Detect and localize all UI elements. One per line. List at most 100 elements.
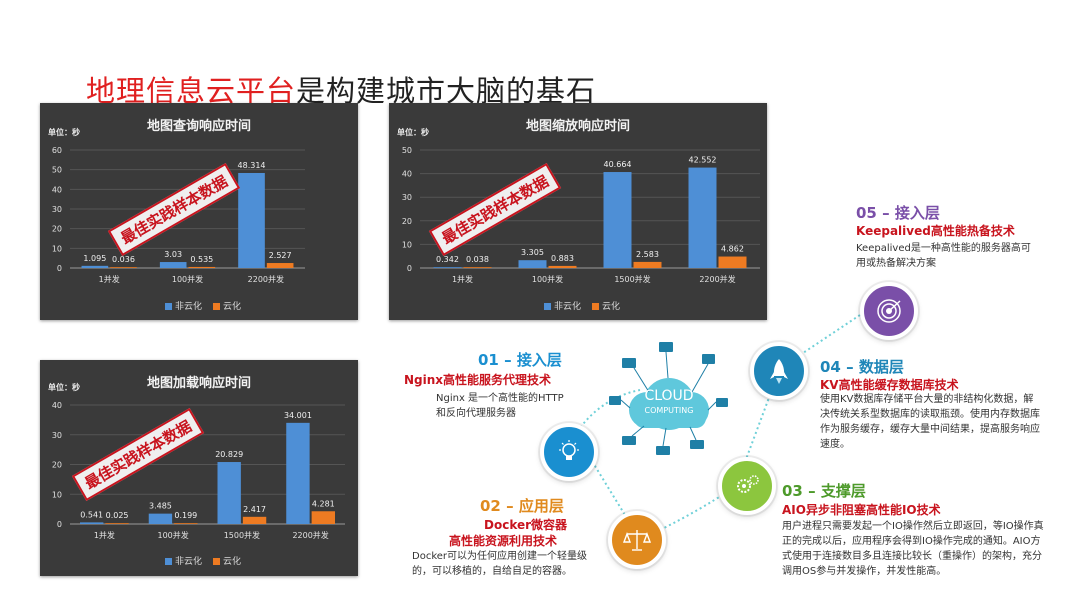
node-support-layer bbox=[718, 457, 776, 515]
bar-non-cloud bbox=[238, 172, 265, 268]
balance-scale-icon bbox=[623, 530, 651, 551]
bar-non-cloud bbox=[286, 422, 310, 524]
data-label: 20.829 bbox=[215, 450, 243, 459]
y-tick-label: 30 bbox=[52, 431, 62, 440]
y-tick-label: 0 bbox=[57, 520, 62, 529]
x-tick-label: 100并发 bbox=[532, 274, 563, 284]
data-label: 0.036 bbox=[112, 255, 135, 264]
legend-label-non-cloud: 非云化 bbox=[554, 302, 582, 312]
legend-swatch-cloud bbox=[212, 558, 220, 565]
data-label: 3.305 bbox=[521, 248, 544, 257]
data-label: 0.342 bbox=[436, 255, 459, 264]
x-tick-label: 1500并发 bbox=[224, 530, 260, 540]
chart-title: 地图缩放响应时间 bbox=[525, 119, 630, 134]
x-tick-label: 2200并发 bbox=[292, 530, 328, 540]
layer-03-subtitle: AIO异步非阻塞高性能IO技术 bbox=[782, 503, 941, 517]
x-tick-label: 1并发 bbox=[452, 274, 473, 284]
bar-cloud bbox=[548, 265, 577, 268]
chart-svg: 0 10 20 30 40 50 0.342 0.038 1并发 3.305 0.883 100并发 4… bbox=[402, 146, 760, 284]
data-label: 40.664 bbox=[604, 160, 632, 169]
layer-01-description: Nginx 是一个高性能的HTTP和反向代理服务器 bbox=[436, 393, 564, 419]
bar-non-cloud bbox=[81, 265, 109, 268]
legend-swatch-non-cloud bbox=[165, 303, 173, 310]
rocket-icon bbox=[770, 359, 788, 384]
chart-legend: 非云化 云化 bbox=[40, 554, 358, 567]
data-label: 34.001 bbox=[284, 411, 312, 420]
node-access-layer-5 bbox=[860, 282, 918, 340]
data-label: 2.583 bbox=[636, 250, 659, 259]
data-label: 0.025 bbox=[106, 511, 129, 520]
x-tick-label: 1并发 bbox=[99, 274, 120, 284]
y-tick-label: 40 bbox=[52, 185, 62, 194]
data-label: 0.535 bbox=[190, 255, 213, 264]
y-tick-label: 20 bbox=[52, 225, 62, 234]
page-title-accent: 地理信息云平台 bbox=[86, 74, 297, 108]
node-application-layer bbox=[608, 511, 666, 569]
layer-02-description: Docker可以为任何应用创建一个轻量级的，可以移植的，自给自足的容器。 bbox=[412, 551, 588, 577]
y-tick-label: 20 bbox=[52, 461, 62, 470]
bar-non-cloud bbox=[433, 267, 462, 268]
gears-icon bbox=[737, 475, 759, 493]
layer-04-subtitle: KV高性能缓存数据库技术 bbox=[820, 378, 959, 392]
layer-02-subtitle: Docker微容器 bbox=[484, 518, 568, 532]
bar-cloud bbox=[188, 266, 216, 268]
data-label: 0.541 bbox=[80, 510, 103, 519]
layer-01-title: 01 – 接入层 bbox=[478, 351, 562, 369]
layer-05-title: 05 – 接入层 bbox=[856, 204, 940, 222]
page-title: 地理信息云平台是构建城市大脑的基石 bbox=[86, 68, 596, 110]
bar-non-cloud bbox=[603, 172, 632, 268]
bar-non-cloud bbox=[518, 260, 547, 268]
bar-cloud bbox=[105, 523, 129, 524]
cloud-icon bbox=[609, 342, 728, 455]
cloud-label-line1: CLOUD bbox=[644, 388, 694, 404]
layer-03-description: 用户进程只需要发起一个IO操作然后立即返回，等IO操作真正的完成以后，应用程序会… bbox=[782, 521, 1044, 577]
bar-cloud bbox=[110, 267, 137, 268]
x-tick-label: 100并发 bbox=[172, 274, 203, 284]
x-tick-label: 2200并发 bbox=[248, 274, 284, 284]
bar-cloud bbox=[266, 263, 294, 268]
layer-04-title: 04 – 数据层 bbox=[820, 358, 904, 376]
bar-non-cloud bbox=[80, 522, 104, 524]
data-label: 1.095 bbox=[83, 254, 106, 263]
chart-load-response: 0 10 20 30 40 0.541 0.025 1并发 3.485 0.199 100并发 20.… bbox=[40, 360, 358, 576]
layer-03-title: 03 – 支撑层 bbox=[782, 482, 866, 500]
data-label: 0.199 bbox=[174, 511, 197, 520]
legend-swatch-non-cloud bbox=[544, 303, 552, 310]
legend-swatch-non-cloud bbox=[165, 558, 173, 565]
bar-cloud bbox=[718, 256, 747, 268]
x-tick-label: 1并发 bbox=[94, 530, 115, 540]
bar-non-cloud bbox=[148, 513, 173, 524]
y-tick-label: 40 bbox=[402, 170, 412, 179]
data-label: 0.038 bbox=[466, 255, 489, 264]
y-tick-label: 20 bbox=[402, 217, 412, 226]
y-tick-label: 40 bbox=[52, 401, 62, 410]
chart-title: 地图加载响应时间 bbox=[146, 376, 251, 391]
cloud-computing-graphic: CLOUD COMPUTING bbox=[604, 330, 734, 460]
chart-zoom-response: 0 10 20 30 40 50 0.342 0.038 1并发 3.305 0.883 100并发 4… bbox=[389, 103, 767, 320]
x-tick-label: 2200并发 bbox=[699, 274, 735, 284]
legend-swatch-cloud bbox=[591, 303, 599, 310]
data-label: 4.281 bbox=[312, 499, 335, 508]
layer-01-subtitle: Nginx高性能服务代理技术 bbox=[404, 373, 552, 387]
y-tick-label: 0 bbox=[407, 264, 412, 273]
chart-legend: 非云化 云化 bbox=[389, 299, 767, 312]
bar-cloud bbox=[633, 261, 662, 268]
node-data-layer bbox=[750, 342, 808, 400]
y-tick-label: 60 bbox=[52, 146, 62, 155]
bar-non-cloud bbox=[688, 167, 717, 268]
data-label: 42.552 bbox=[689, 156, 717, 165]
data-label: 3.03 bbox=[164, 250, 182, 259]
data-label: 3.485 bbox=[149, 502, 172, 511]
y-tick-label: 30 bbox=[52, 205, 62, 214]
page-title-rest: 是构建城市大脑的基石 bbox=[296, 74, 597, 108]
bar-cloud bbox=[311, 511, 335, 524]
target-icon bbox=[877, 299, 901, 323]
y-tick-label: 10 bbox=[52, 244, 62, 253]
node-access-layer bbox=[540, 423, 598, 481]
x-tick-label: 1500并发 bbox=[614, 274, 650, 284]
lightbulb-icon bbox=[559, 440, 579, 460]
chart-unit: 单位：秒 bbox=[48, 128, 80, 137]
data-label: 0.883 bbox=[551, 254, 574, 263]
y-tick-label: 50 bbox=[52, 166, 62, 175]
